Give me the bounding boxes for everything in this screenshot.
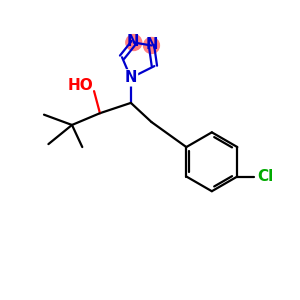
Circle shape <box>126 34 142 50</box>
Text: HO: HO <box>68 78 94 93</box>
Text: N: N <box>127 34 140 50</box>
Text: Cl: Cl <box>257 169 273 184</box>
Text: N: N <box>146 38 158 52</box>
Circle shape <box>143 38 159 53</box>
Text: N: N <box>125 70 137 86</box>
